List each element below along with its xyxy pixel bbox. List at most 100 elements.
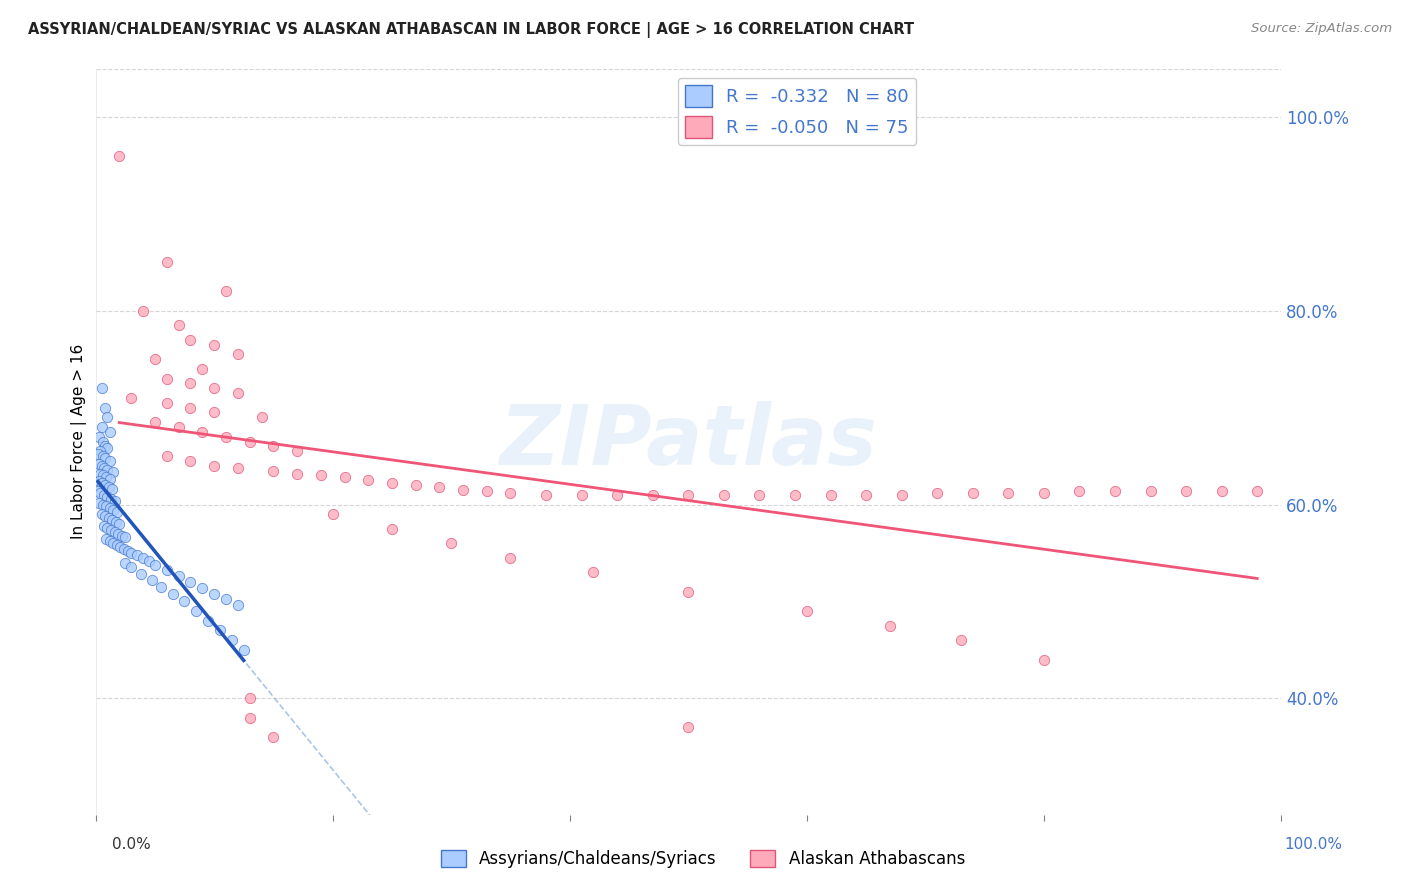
Point [226,460,249,475]
Text: 100.0%: 100.0% [1285,837,1343,852]
Point [129,567,152,582]
Point [91,468,114,483]
Point [143,558,166,572]
Point [120,391,142,405]
Point [91,449,114,463]
Point [141,573,163,587]
Point [262,730,284,744]
Point [1175,483,1198,498]
Point [90,458,112,473]
Point [117,544,139,558]
Point [107,526,129,541]
Point [208,624,231,638]
Point [357,473,380,487]
Point [197,614,219,628]
Point [202,587,225,601]
Point [748,488,770,502]
Point [405,478,427,492]
Legend: Assyrians/Chaldeans/Syriacs, Alaskan Athabascans: Assyrians/Chaldeans/Syriacs, Alaskan Ath… [434,843,972,875]
Point [112,542,135,557]
Point [796,604,818,618]
Point [96,462,118,476]
Point [108,149,131,163]
Point [202,458,225,473]
Point [927,486,949,500]
Point [89,475,111,489]
Point [262,464,284,478]
Point [132,550,155,565]
Point [143,415,166,429]
Point [156,255,179,269]
Point [101,482,124,496]
Point [250,410,273,425]
Point [1032,652,1054,666]
Point [91,434,114,449]
Point [179,401,201,415]
Point [103,503,125,517]
Point [94,478,117,492]
Point [97,511,120,525]
Point [475,483,498,498]
Point [132,303,155,318]
Point [90,476,112,491]
Point [96,490,118,504]
Point [1069,483,1091,498]
Point [105,505,128,519]
Point [440,536,463,550]
Point [162,587,184,601]
Point [89,444,111,458]
Point [98,472,121,486]
Point [962,486,984,500]
Point [179,333,201,347]
Point [114,556,136,570]
Point [285,444,308,458]
Point [103,465,125,479]
Text: ZIPatlas: ZIPatlas [499,401,877,482]
Point [226,599,249,613]
Point [125,548,148,562]
Text: ASSYRIAN/CHALDEAN/SYRIAC VS ALASKAN ATHABASCAN IN LABOR FORCE | AGE > 16 CORRELA: ASSYRIAN/CHALDEAN/SYRIAC VS ALASKAN ATHA… [28,22,914,38]
Point [96,521,118,535]
Point [90,507,112,521]
Point [89,467,111,481]
Point [89,430,111,444]
Point [678,488,700,502]
Point [239,691,262,706]
Point [322,507,344,521]
Point [94,450,117,465]
Point [202,405,225,419]
Point [215,430,238,444]
Point [100,491,122,506]
Point [98,425,121,439]
Point [89,457,111,471]
Point [93,460,115,475]
Point [262,439,284,453]
Point [89,495,111,509]
Point [98,501,121,516]
Point [1104,483,1126,498]
Point [1211,483,1233,498]
Point [167,420,190,434]
Point [93,488,115,502]
Point [94,509,117,524]
Point [381,522,404,536]
Point [186,604,208,618]
Point [582,566,605,580]
Point [191,581,214,595]
Point [1246,483,1268,498]
Point [534,488,557,502]
Point [90,381,112,395]
Point [90,420,112,434]
Y-axis label: In Labor Force | Age > 16: In Labor Force | Age > 16 [72,344,87,539]
Text: Source: ZipAtlas.com: Source: ZipAtlas.com [1251,22,1392,36]
Point [226,386,249,401]
Point [783,488,806,502]
Point [239,434,262,449]
Point [105,538,128,552]
Point [103,524,125,539]
Point [156,396,179,410]
Point [167,318,190,333]
Point [97,480,120,494]
Point [451,483,474,497]
Point [101,513,124,527]
